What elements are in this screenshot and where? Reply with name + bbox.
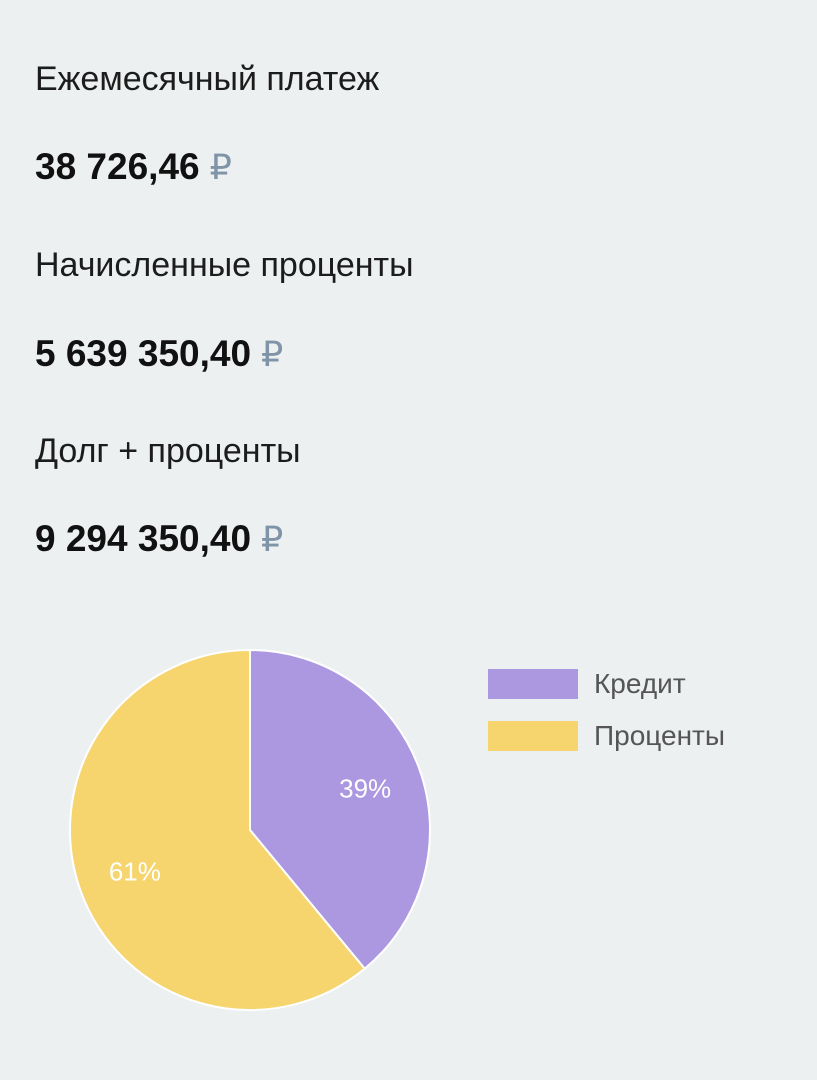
chart-legend: Кредит Проценты xyxy=(488,668,725,772)
ruble-icon: ₽ xyxy=(209,148,232,187)
legend-label-credit: Кредит xyxy=(594,668,686,699)
pie-label-credit: 39% xyxy=(339,774,391,804)
legend-swatch-credit xyxy=(488,669,578,699)
monthly-payment-value: 38 726,46 ₽ xyxy=(35,146,232,188)
debt-plus-interest-value: 9 294 350,40 ₽ xyxy=(35,518,283,560)
accrued-interest-label: Начисленные проценты xyxy=(35,246,414,284)
ruble-icon: ₽ xyxy=(261,520,284,559)
ruble-icon: ₽ xyxy=(261,335,284,374)
legend-item-credit[interactable]: Кредит xyxy=(488,668,725,700)
monthly-payment-amount: 38 726,46 xyxy=(35,146,200,187)
debt-plus-interest-amount: 9 294 350,40 xyxy=(35,518,252,559)
legend-item-interest[interactable]: Проценты xyxy=(488,720,725,752)
pie-slice-credit[interactable] xyxy=(249,648,431,971)
accrued-interest-value: 5 639 350,40 ₽ xyxy=(35,333,283,375)
debt-plus-interest-label: Долг + проценты xyxy=(35,432,301,470)
monthly-payment-label: Ежемесячный платеж xyxy=(35,60,380,98)
pie-label-interest: 61% xyxy=(109,856,161,886)
legend-swatch-interest xyxy=(488,721,578,751)
accrued-interest-amount: 5 639 350,40 xyxy=(35,333,252,374)
legend-label-interest: Проценты xyxy=(594,720,725,751)
pie-slice-interest[interactable] xyxy=(69,648,367,1011)
